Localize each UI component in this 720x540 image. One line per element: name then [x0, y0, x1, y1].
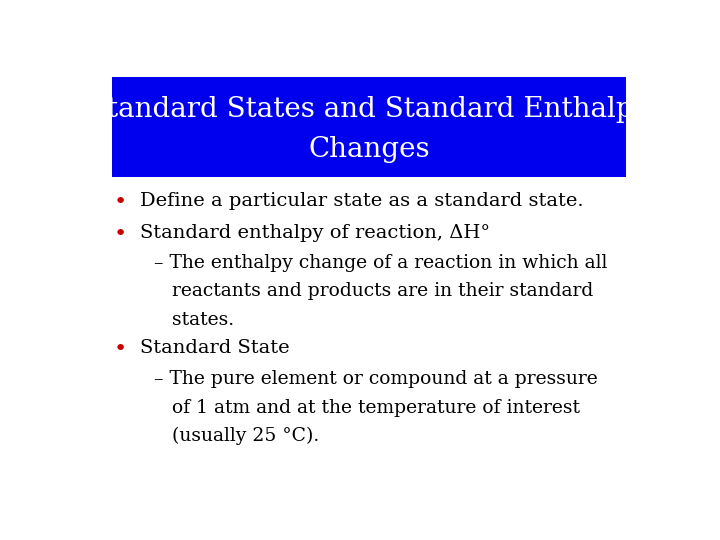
Text: Standard State: Standard State: [140, 339, 290, 357]
Text: (usually 25 °C).: (usually 25 °C).: [154, 427, 320, 445]
Text: Standard enthalpy of reaction, ΔH°: Standard enthalpy of reaction, ΔH°: [140, 224, 490, 241]
Text: – The enthalpy change of a reaction in which all: – The enthalpy change of a reaction in w…: [154, 254, 608, 272]
Text: •: •: [114, 224, 127, 244]
Text: reactants and products are in their standard: reactants and products are in their stan…: [154, 282, 593, 300]
Text: of 1 atm and at the temperature of interest: of 1 atm and at the temperature of inter…: [154, 399, 580, 417]
Text: – The pure element or compound at a pressure: – The pure element or compound at a pres…: [154, 370, 598, 388]
Text: •: •: [114, 339, 127, 359]
Text: Define a particular state as a standard state.: Define a particular state as a standard …: [140, 192, 584, 210]
Text: Changes: Changes: [308, 136, 430, 163]
Text: Standard States and Standard Enthalpy: Standard States and Standard Enthalpy: [89, 96, 649, 123]
Text: states.: states.: [154, 310, 234, 328]
Text: •: •: [114, 192, 127, 212]
FancyBboxPatch shape: [112, 77, 626, 177]
